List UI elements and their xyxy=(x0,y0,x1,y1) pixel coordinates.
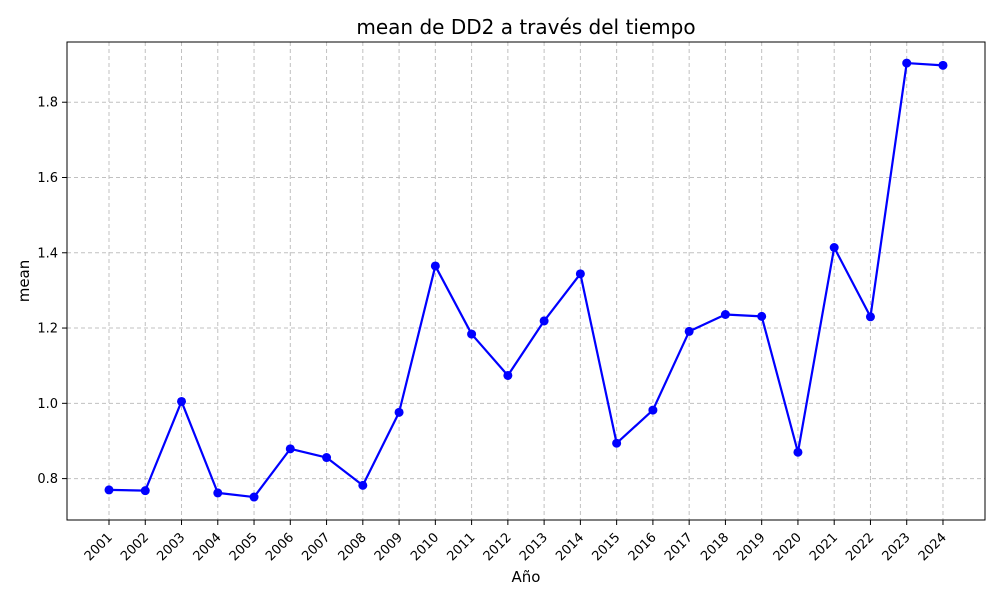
x-tick-label: 2001 xyxy=(82,530,116,564)
y-tick-label: 0.8 xyxy=(37,472,58,487)
x-tick-label: 2008 xyxy=(336,530,370,564)
x-tick-label: 2011 xyxy=(444,530,478,564)
data-point xyxy=(503,370,513,380)
data-point xyxy=(757,311,767,321)
x-tick-label: 2017 xyxy=(662,530,696,564)
x-axis: 2001 2002 2003 2004 2005 2006 2007 2008 2009 2010… xyxy=(82,520,950,564)
data-point xyxy=(865,312,875,322)
data-point xyxy=(394,407,404,417)
data-point xyxy=(720,310,730,319)
x-tick-label: 2020 xyxy=(771,530,805,564)
data-point xyxy=(684,326,694,336)
x-tick-label: 2007 xyxy=(299,530,333,564)
x-tick-label: 2013 xyxy=(517,530,551,564)
x-tick-label: 2022 xyxy=(843,530,877,564)
data-point xyxy=(358,480,368,490)
x-tick-label: 2009 xyxy=(372,530,406,564)
x-tick-label: 2023 xyxy=(880,530,914,564)
data-point xyxy=(612,438,622,448)
data-point xyxy=(140,486,150,496)
x-tick-label: 2012 xyxy=(481,530,515,564)
plot-frame xyxy=(66,41,986,521)
x-tick-label: 2006 xyxy=(263,530,297,564)
data-point xyxy=(938,60,948,70)
series-layer xyxy=(104,58,948,502)
data-point xyxy=(213,488,223,498)
y-axis-label: mean xyxy=(15,260,33,303)
data-point xyxy=(430,261,440,271)
x-axis-label: Año xyxy=(512,568,541,586)
data-point xyxy=(575,269,585,279)
x-tick-label: 2015 xyxy=(589,530,623,564)
x-tick-label: 2003 xyxy=(154,530,188,564)
grid xyxy=(67,42,985,520)
x-tick-label: 2021 xyxy=(807,530,841,564)
y-tick-label: 1.8 xyxy=(37,96,58,111)
x-tick-label: 2014 xyxy=(553,530,587,564)
data-point xyxy=(285,444,295,454)
data-point xyxy=(249,492,259,502)
y-tick-label: 1.0 xyxy=(37,397,58,412)
x-tick-label: 2004 xyxy=(191,530,225,564)
y-tick-label: 1.2 xyxy=(37,322,58,337)
data-point xyxy=(322,453,332,463)
data-point xyxy=(648,405,658,415)
y-tick-label: 1.4 xyxy=(37,246,58,261)
x-tick-label: 2018 xyxy=(698,530,732,564)
x-tick-label: 2005 xyxy=(227,530,261,564)
x-tick-label: 2024 xyxy=(916,530,950,564)
x-tick-label: 2002 xyxy=(118,530,152,564)
series-line xyxy=(108,61,944,499)
chart-title: mean de DD2 a través del tiempo xyxy=(356,15,695,39)
data-point xyxy=(177,396,187,406)
data-point xyxy=(902,58,912,68)
data-point xyxy=(104,485,114,495)
x-tick-label: 2016 xyxy=(626,530,660,564)
x-tick-label: 2010 xyxy=(408,530,442,564)
y-axis: 0.8 1.0 1.2 1.4 1.6 1.8 xyxy=(37,96,67,487)
data-point xyxy=(829,243,839,252)
data-point xyxy=(539,316,549,326)
y-tick-label: 1.6 xyxy=(37,171,58,186)
x-tick-label: 2019 xyxy=(735,530,769,564)
data-point xyxy=(467,329,477,339)
data-point xyxy=(793,447,803,457)
